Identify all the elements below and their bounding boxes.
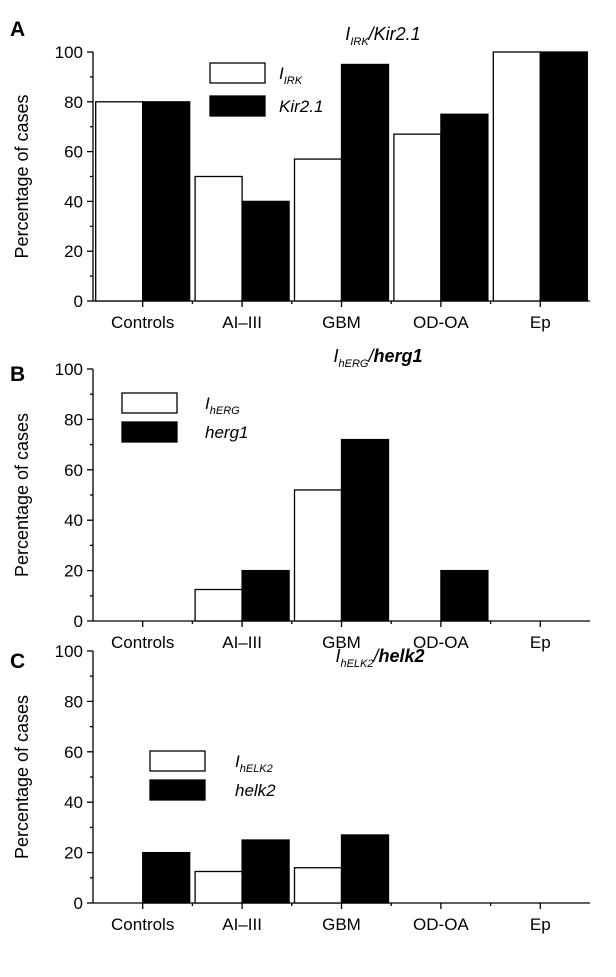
bar-gene-1 [241, 200, 290, 302]
legend-label-0: IhELK2 [235, 752, 273, 775]
legend-swatch-1 [149, 779, 206, 801]
y-tick-label: 20 [64, 844, 83, 863]
x-tick-label: OD-OA [413, 915, 469, 934]
x-tick-label: AI–III [222, 633, 262, 652]
bar-current-1 [194, 175, 243, 302]
bar-gene-3 [440, 113, 489, 302]
x-tick-label: Ep [530, 633, 551, 652]
legend-label-1: Kir2.1 [279, 97, 323, 116]
panel-letter: B [10, 363, 25, 386]
panel-letter: C [10, 650, 25, 673]
y-tick-label: 20 [64, 562, 83, 581]
chart-title: IIRK/Kir2.1 [345, 24, 420, 48]
bar-gene-2 [340, 834, 390, 904]
panel-a: A IIRK/Kir2.1 Percentage of cases 0 20 40 60 80… [10, 18, 590, 332]
x-tick-label: GBM [322, 915, 361, 934]
legend-label-1: helk2 [235, 781, 276, 800]
chart-title: IhELK2/helk2 [335, 646, 424, 670]
y-tick-label: 80 [64, 410, 83, 429]
panel-letter: A [10, 18, 25, 41]
y-tick-label: 60 [64, 461, 83, 480]
y-tick-label: 100 [55, 642, 83, 661]
x-tick-label: OD-OA [413, 633, 469, 652]
bar-current-4 [492, 51, 541, 302]
y-axis-label: Percentage of cases [12, 695, 32, 859]
bar-current-1 [194, 588, 243, 622]
y-tick-label: 40 [64, 793, 83, 812]
y-tick-label: 100 [55, 360, 83, 379]
bar-gene-2 [340, 63, 390, 302]
bar-gene-0 [142, 101, 191, 302]
legend: IhELK2 helk2 [149, 750, 276, 801]
legend-swatch-1 [209, 95, 266, 117]
x-tick-label: Ep [530, 915, 551, 934]
x-tick-label: AI–III [222, 915, 262, 934]
x-tick-label: OD-OA [413, 313, 469, 332]
y-tick-label: 0 [74, 292, 83, 311]
y-axis-label: Percentage of cases [12, 94, 32, 258]
legend-swatch-1 [121, 421, 178, 443]
bar-current-2 [293, 158, 343, 302]
x-tick-label: Controls [111, 915, 174, 934]
bar-gene-1 [241, 839, 290, 904]
bar-gene-4 [539, 51, 588, 302]
x-tick-label: Controls [111, 313, 174, 332]
y-tick-label: 40 [64, 511, 83, 530]
x-tick-label: GBM [322, 633, 361, 652]
x-tick-label: Ep [530, 313, 551, 332]
y-tick-label: 60 [64, 143, 83, 162]
legend: IIRK Kir2.1 [209, 62, 323, 117]
bar-current-2 [293, 489, 343, 622]
bar-current-3 [393, 133, 442, 302]
bar-current-0 [95, 101, 144, 302]
chart-title: IhERG/herg1 [333, 346, 422, 370]
x-tick-label: Controls [111, 633, 174, 652]
y-tick-label: 80 [64, 93, 83, 112]
legend-swatch-0 [209, 62, 266, 84]
bar-current-1 [194, 870, 243, 904]
y-tick-label: 80 [64, 692, 83, 711]
y-tick-label: 100 [55, 43, 83, 62]
panel-c: C IhELK2/helk2 Percentage of cases 0 20 40 60 8… [10, 642, 590, 934]
x-tick-label: GBM [322, 313, 361, 332]
bar-gene-1 [241, 569, 290, 622]
x-tick-label: AI–III [222, 313, 262, 332]
legend-swatch-0 [121, 392, 178, 414]
legend-label-0: IhERG [205, 394, 240, 417]
bar-gene-0 [142, 851, 191, 904]
y-axis-label: Percentage of cases [12, 413, 32, 577]
y-tick-label: 40 [64, 192, 83, 211]
bar-gene-3 [440, 569, 489, 622]
legend-label-0: IIRK [279, 64, 303, 87]
panel-b: B IhERG/herg1 Percentage of cases 0 20 40 60 80… [10, 346, 590, 652]
bar-current-2 [293, 867, 343, 904]
legend: IhERG herg1 [121, 392, 248, 443]
y-tick-label: 0 [74, 612, 83, 631]
y-tick-label: 60 [64, 743, 83, 762]
legend-label-1: herg1 [205, 423, 248, 442]
y-tick-label: 0 [74, 894, 83, 913]
legend-swatch-0 [149, 750, 206, 772]
y-tick-label: 20 [64, 242, 83, 261]
bar-gene-2 [340, 438, 390, 622]
